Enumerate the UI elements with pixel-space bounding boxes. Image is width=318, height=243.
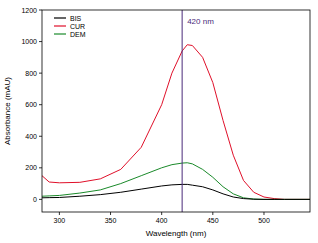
y-axis-label: Absorbance (mAU) bbox=[3, 77, 12, 145]
x-tick bbox=[59, 212, 60, 215]
chart: 0 200 400 600 800 1000 1200 300 350 400 450 500 420 … bbox=[0, 0, 318, 243]
plot-area bbox=[42, 10, 310, 212]
x-tick-label: 300 bbox=[54, 217, 66, 224]
legend-label: BIS bbox=[70, 15, 82, 22]
x-axis-label: Wavelength (nm) bbox=[146, 229, 207, 238]
series-line bbox=[42, 45, 310, 200]
annotation-text: 420 nm bbox=[187, 17, 214, 26]
y-tick bbox=[39, 73, 42, 74]
legend-swatch bbox=[54, 33, 66, 34]
y-tick-label: 1200 bbox=[21, 7, 37, 14]
y-tick bbox=[39, 104, 42, 105]
x-tick-label: 400 bbox=[156, 217, 168, 224]
series-line bbox=[42, 163, 310, 200]
y-tick-label: 800 bbox=[25, 70, 37, 77]
y-tick-label: 200 bbox=[25, 164, 37, 171]
x-tick bbox=[212, 212, 213, 215]
series-line bbox=[42, 184, 310, 199]
y-tick bbox=[39, 10, 42, 11]
x-tick-label: 450 bbox=[207, 217, 219, 224]
x-tick bbox=[263, 212, 264, 215]
annotation-line bbox=[182, 10, 183, 212]
y-tick-label: 400 bbox=[25, 133, 37, 140]
legend-swatch bbox=[54, 25, 66, 26]
y-tick bbox=[39, 41, 42, 42]
y-tick bbox=[39, 167, 42, 168]
y-tick-label: 0 bbox=[33, 196, 37, 203]
y-tick bbox=[39, 199, 42, 200]
x-tick-label: 350 bbox=[105, 217, 117, 224]
plot-frame bbox=[42, 10, 310, 212]
legend-label: DEM bbox=[70, 31, 86, 38]
x-tick bbox=[161, 212, 162, 215]
legend-swatch bbox=[54, 17, 66, 18]
y-tick-label: 1000 bbox=[21, 38, 37, 45]
y-tick-label: 600 bbox=[25, 101, 37, 108]
legend-label: CUR bbox=[70, 23, 85, 30]
x-tick bbox=[110, 212, 111, 215]
x-tick-label: 500 bbox=[258, 217, 270, 224]
y-tick bbox=[39, 136, 42, 137]
